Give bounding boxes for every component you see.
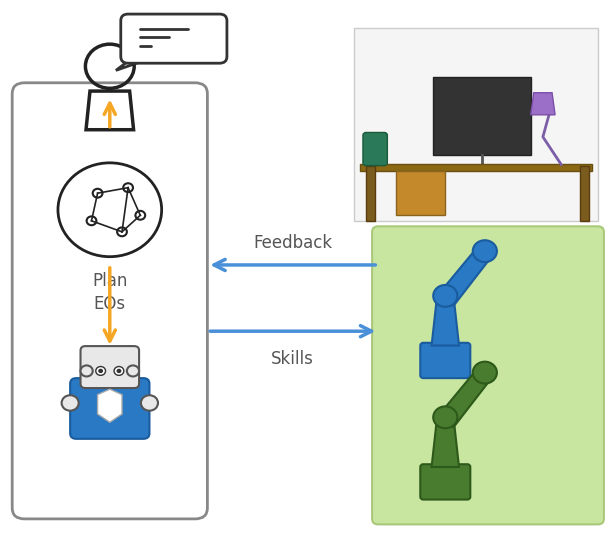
FancyBboxPatch shape xyxy=(363,132,387,166)
Polygon shape xyxy=(116,56,156,70)
Text: Plan
EOs: Plan EOs xyxy=(92,273,127,312)
Polygon shape xyxy=(432,296,459,346)
Polygon shape xyxy=(437,368,492,427)
FancyBboxPatch shape xyxy=(420,464,470,500)
FancyBboxPatch shape xyxy=(372,226,604,524)
FancyBboxPatch shape xyxy=(70,378,149,439)
Circle shape xyxy=(141,395,158,411)
Circle shape xyxy=(433,285,458,307)
Circle shape xyxy=(96,367,106,375)
Bar xyxy=(360,164,592,171)
Circle shape xyxy=(127,365,139,376)
Circle shape xyxy=(98,369,103,373)
Polygon shape xyxy=(531,93,555,115)
Text: Feedback: Feedback xyxy=(253,234,332,252)
FancyBboxPatch shape xyxy=(420,343,470,378)
FancyBboxPatch shape xyxy=(12,83,207,519)
Bar xyxy=(366,166,375,221)
Circle shape xyxy=(473,240,497,262)
Circle shape xyxy=(62,395,79,411)
Circle shape xyxy=(114,367,124,375)
FancyBboxPatch shape xyxy=(396,171,445,215)
Text: Skills: Skills xyxy=(271,350,314,368)
Polygon shape xyxy=(98,389,122,422)
FancyBboxPatch shape xyxy=(81,346,139,388)
Circle shape xyxy=(473,362,497,384)
Polygon shape xyxy=(437,246,492,306)
Bar xyxy=(433,77,531,155)
Circle shape xyxy=(433,406,458,428)
Bar xyxy=(580,166,589,221)
Circle shape xyxy=(117,369,121,373)
Circle shape xyxy=(81,365,93,376)
Polygon shape xyxy=(432,417,459,467)
FancyBboxPatch shape xyxy=(121,14,227,63)
FancyBboxPatch shape xyxy=(354,28,598,221)
